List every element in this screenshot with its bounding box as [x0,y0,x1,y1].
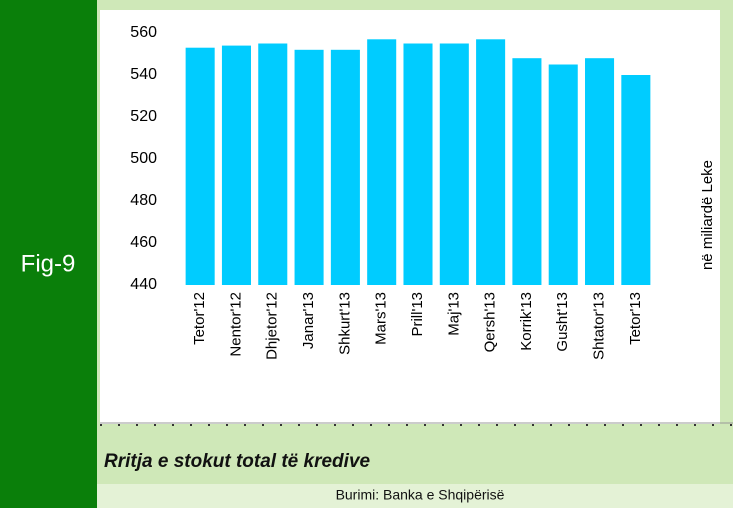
x-tick-label: Tetor'13 [627,292,644,345]
x-tick-label: Qersh'13 [482,292,499,352]
bar [512,58,542,286]
bar [621,75,651,285]
x-tick-label: Dhjetor'12 [264,292,281,360]
y-tick-label: 560 [130,24,157,41]
x-tick-label: Nentor'12 [227,292,244,357]
x-tick-label: Shtator'13 [591,292,608,360]
title-band [97,430,733,484]
bar [367,39,397,285]
bar [403,43,433,285]
y-tick-label: 460 [130,234,157,251]
source-band [97,484,733,508]
bar [258,43,288,285]
x-tick-label: Gusht'13 [554,292,571,352]
footer-source: Burimi: Banka e Shqipërisë [336,487,505,503]
bar [221,45,251,285]
bar [185,47,215,286]
x-tick-label: Korrik'13 [518,292,535,351]
x-tick-label: Mars'13 [373,292,390,345]
x-tick-label: Tetor'12 [191,292,208,345]
y-tick-label: 480 [130,192,157,209]
side-panel [0,0,97,508]
x-tick-label: Maj'13 [445,292,462,336]
y-tick-label: 440 [130,276,157,293]
bar [439,43,469,285]
y-tick-label: 540 [130,66,157,83]
bar [294,49,324,285]
bar [330,49,360,285]
x-tick-label: Janar'13 [300,292,317,349]
x-tick-label: Shkurt'13 [336,292,353,355]
bar [548,64,578,285]
bar [476,39,506,285]
footer-title: Rritja e stokut total të kredive [104,451,371,472]
bar [585,58,615,286]
y-axis-label: në miliardë Leke [699,160,716,270]
y-tick-label: 500 [130,150,157,167]
figure-label: Fig-9 [21,250,76,277]
x-tick-label: Prill'13 [409,292,426,337]
y-tick-label: 520 [130,108,157,125]
